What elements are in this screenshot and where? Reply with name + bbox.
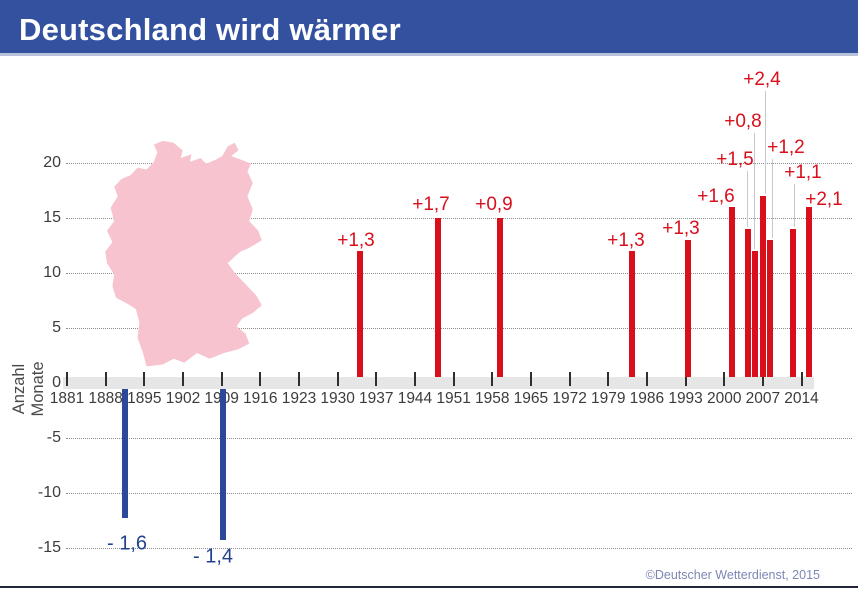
leader-line-2005 <box>754 133 755 249</box>
x-tick-label-1930: 1930 <box>320 390 355 407</box>
y-tick-label-15: 15 <box>43 209 61 226</box>
x-tick-1958 <box>491 372 494 386</box>
y-tick-label--15: -15 <box>37 539 61 556</box>
x-tick-label-1979: 1979 <box>591 390 626 407</box>
x-tick-2007 <box>761 372 764 386</box>
x-tick-1895 <box>143 372 146 386</box>
bar-label-1892: - 1,6 <box>106 532 148 555</box>
x-axis-band <box>63 377 814 389</box>
x-tick-1888 <box>104 372 107 386</box>
bar-label-2005: +0,8 <box>724 111 762 132</box>
x-tick-1944 <box>413 372 416 386</box>
bar-label-2000: +1,6 <box>697 186 735 207</box>
x-tick-label-1902: 1902 <box>165 390 201 407</box>
x-tick-label-1895: 1895 <box>127 390 162 407</box>
x-tick-label-1888: 1888 <box>88 390 123 407</box>
bar-1959 <box>497 218 503 377</box>
x-tick-label-1986: 1986 <box>629 390 665 407</box>
bar-label-2007: +2,4 <box>743 69 781 90</box>
bar-label-1959: +0,9 <box>475 194 513 215</box>
gridline-5 <box>66 328 852 329</box>
x-tick-label-1965: 1965 <box>513 390 549 407</box>
x-tick-1993 <box>684 372 687 386</box>
bar-2007 <box>760 196 766 377</box>
bar-1934 <box>357 251 363 377</box>
bar-label-1994: +1,3 <box>662 218 700 239</box>
x-tick-2014 <box>800 372 803 386</box>
y-tick-label--5: -5 <box>46 429 61 446</box>
y-tick-label--10: -10 <box>37 484 61 501</box>
bar-label-1909: - 1,4 <box>192 545 234 568</box>
x-tick-1937 <box>375 372 378 386</box>
bar-label-2012: +1,1 <box>784 162 822 183</box>
x-tick-label-1993: 1993 <box>668 390 703 407</box>
y-tick-label-10: 10 <box>43 264 61 281</box>
gridline--5 <box>66 438 852 439</box>
leader-line-2012 <box>794 184 795 227</box>
germany-map-shape <box>105 140 262 367</box>
leader-line-2007 <box>765 91 766 194</box>
y-tick-label-20: 20 <box>43 154 61 171</box>
x-tick-1923 <box>297 372 300 386</box>
bar-label-2004: +1,5 <box>716 149 754 170</box>
x-tick-label-1937: 1937 <box>359 390 394 407</box>
leader-line-2004 <box>747 171 748 227</box>
source-credit: ©Deutscher Wetterdienst, 2015 <box>645 568 820 582</box>
y-tick-label-0: 0 <box>52 374 61 391</box>
gridline--10 <box>66 493 852 494</box>
x-tick-1930 <box>336 372 339 386</box>
bar-label-1983: +1,3 <box>607 230 645 251</box>
x-tick-label-1944: 1944 <box>397 390 433 407</box>
x-tick-1881 <box>66 372 68 386</box>
x-tick-label-2007: 2007 <box>745 390 781 407</box>
chart-area: Anzahl Monate 20 15 10 5 0 -5 -10 -15 1881 1888 18… <box>0 59 858 595</box>
bar-2008 <box>767 240 773 377</box>
bar-2012 <box>790 229 796 377</box>
germany-map <box>105 140 262 367</box>
bar-label-2014: +2,1 <box>805 189 843 210</box>
bar-1892 <box>122 389 128 518</box>
x-tick-1916 <box>259 372 262 386</box>
x-tick-1972 <box>568 372 571 386</box>
bar-2005 <box>752 251 758 377</box>
bar-1994 <box>685 240 691 377</box>
gridline--15 <box>66 548 852 549</box>
gridline-15 <box>66 218 852 219</box>
x-tick-label-1972: 1972 <box>552 390 587 407</box>
bar-2004 <box>745 229 751 377</box>
x-tick-label-1958: 1958 <box>475 390 510 407</box>
bar-1948 <box>435 218 441 377</box>
leader-line-2008 <box>772 159 773 238</box>
gridline-10 <box>66 273 852 274</box>
y-tick-label-5: 5 <box>52 319 61 336</box>
x-tick-1951 <box>452 372 455 386</box>
x-tick-label-1916: 1916 <box>243 390 278 407</box>
bar-label-1948: +1,7 <box>412 194 450 215</box>
bottom-rule <box>0 586 858 588</box>
x-tick-1965 <box>529 372 532 386</box>
x-tick-2000 <box>723 372 726 386</box>
x-tick-label-2000: 2000 <box>706 390 742 407</box>
bar-2014 <box>806 207 812 377</box>
x-tick-label-1881: 1881 <box>49 390 85 407</box>
gridline-20 <box>66 163 852 164</box>
bar-label-2008: +1,2 <box>767 137 805 158</box>
x-tick-label-1951: 1951 <box>436 390 471 407</box>
x-tick-1909 <box>220 372 223 386</box>
x-tick-label-2014: 2014 <box>784 390 819 407</box>
bar-2000 <box>729 207 735 377</box>
x-tick-1986 <box>645 372 648 386</box>
bar-1983 <box>629 251 635 377</box>
bar-label-1934: +1,3 <box>337 230 375 251</box>
x-tick-1979 <box>607 372 610 386</box>
x-tick-1902 <box>181 372 184 386</box>
bar-1909 <box>220 389 226 540</box>
title-bar: Deutschland wird wärmer <box>0 0 858 56</box>
page-title: Deutschland wird wärmer <box>19 12 401 47</box>
x-tick-label-1923: 1923 <box>281 390 317 407</box>
